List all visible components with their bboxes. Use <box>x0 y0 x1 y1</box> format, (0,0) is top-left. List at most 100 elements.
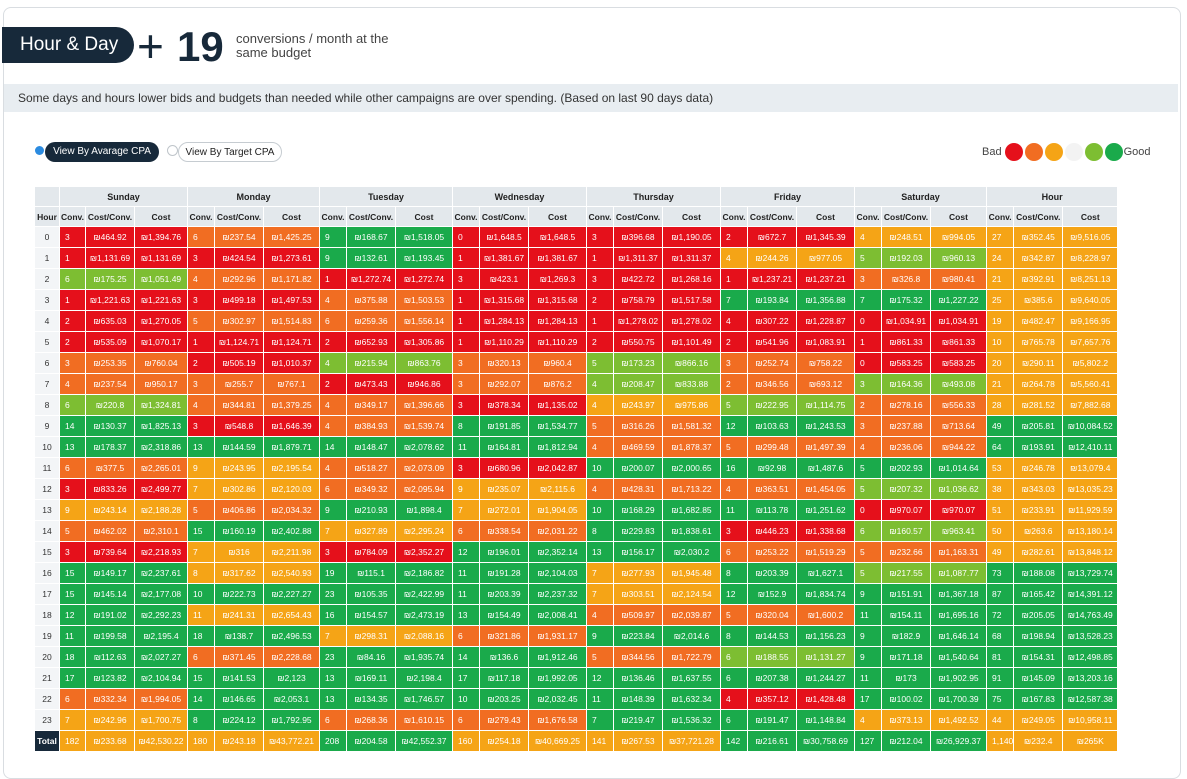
conv-cell: 3 <box>721 353 747 373</box>
cpa-cell: ₪205.81 <box>1014 416 1063 436</box>
cpa-cell: ₪272.01 <box>480 500 528 520</box>
conv-cell: 7 <box>453 500 479 520</box>
conv-cell: 15 <box>188 521 214 541</box>
conv-cell: 4 <box>587 605 613 625</box>
cpa-cell: ₪246.78 <box>1014 458 1063 478</box>
hour-cell: 3 <box>35 290 59 310</box>
cpa-cell: ₪215.94 <box>347 353 395 373</box>
cpa-cell: ₪188.55 <box>748 647 796 667</box>
hour-cell: 19 <box>35 626 59 646</box>
day-header: Thursday <box>587 187 720 206</box>
cost-cell: ₪1,878.37 <box>663 437 720 457</box>
cpa-cell: ₪173.23 <box>614 353 662 373</box>
cpa-cell: ₪1,110.29 <box>480 332 528 352</box>
table-row: 3 1 ₪1,221.63 ₪1,221.63 3 ₪499.18 ₪1,497.53 4 ₪3… <box>35 290 1118 310</box>
conv-cell: 2 <box>587 290 613 310</box>
view-by-average-cpa-button[interactable]: View By Avarage CPA <box>45 142 159 162</box>
cpa-cell: ₪423.1 <box>480 269 528 289</box>
conv-cell: 4 <box>587 395 613 415</box>
cpa-cell: ₪406.86 <box>215 500 263 520</box>
day-header: Saturday <box>855 187 986 206</box>
cost-cell: ₪583.25 <box>931 353 986 373</box>
conv-cell: 1 <box>60 290 85 310</box>
conv-cell: 4 <box>855 710 881 730</box>
conv-cell: 7 <box>721 290 747 310</box>
conv-cell: 9 <box>60 500 85 520</box>
cost-cell: ₪2,473.19 <box>396 605 452 625</box>
cost-cell: ₪1,536.32 <box>663 710 720 730</box>
conv-cell: 1 <box>587 248 613 268</box>
hour-cell: 20 <box>35 647 59 667</box>
conv-cell: 4 <box>320 290 346 310</box>
conv-cell: 4 <box>721 248 747 268</box>
radio-target-cpa[interactable] <box>167 145 178 156</box>
total-cell: ₪204.58 <box>347 731 395 751</box>
view-by-target-cpa-button[interactable]: View By Target CPA <box>178 142 282 162</box>
cost-cell: ₪9,516.05 <box>1063 227 1118 247</box>
conv-cell: 4 <box>188 395 214 415</box>
conv-cell: 3 <box>188 374 214 394</box>
cost-cell: ₪1,904.05 <box>529 500 586 520</box>
radio-average-cpa[interactable] <box>35 146 44 155</box>
cpa-cell: ₪164.81 <box>480 437 528 457</box>
cpa-cell: ₪505.19 <box>215 353 263 373</box>
cpa-cell: ₪302.86 <box>215 479 263 499</box>
cpa-cell: ₪243.97 <box>614 395 662 415</box>
total-cell: ₪40,669.25 <box>529 731 586 751</box>
cost-cell: ₪2,030.2 <box>663 542 720 562</box>
cost-cell: ₪12,410.11 <box>1063 437 1118 457</box>
cost-cell: ₪1,273.61 <box>264 248 319 268</box>
conv-cell: 3 <box>60 353 85 373</box>
cpa-cell: ₪343.03 <box>1014 479 1063 499</box>
cost-cell: ₪5,560.41 <box>1063 374 1118 394</box>
cost-cell: ₪13,035.23 <box>1063 479 1118 499</box>
conv-cell: 7 <box>587 710 613 730</box>
cost-cell: ₪9,640.05 <box>1063 290 1118 310</box>
conv-cell: 6 <box>721 710 747 730</box>
cost-cell: ₪1,994.05 <box>135 689 187 709</box>
cpa-cell: ₪1,131.69 <box>86 248 134 268</box>
conv-cell: 2 <box>721 227 747 247</box>
conv-cell: 1 <box>453 311 479 331</box>
cpa-cell: ₪182.9 <box>882 626 930 646</box>
cpa-cell: ₪518.27 <box>347 458 395 478</box>
conv-cell: 21 <box>987 374 1014 394</box>
conv-cell: 4 <box>188 269 214 289</box>
conv-cell: 11 <box>855 605 881 625</box>
cost-cell: ₪1,517.58 <box>663 290 720 310</box>
cpa-cell: ₪378.34 <box>480 395 528 415</box>
sub-header: Conv. <box>320 207 346 226</box>
conv-cell: 11 <box>60 626 85 646</box>
cost-cell: ₪866.16 <box>663 353 720 373</box>
conv-cell: 6 <box>320 311 346 331</box>
cost-cell: ₪1,284.13 <box>529 311 586 331</box>
conv-cell: 4 <box>60 374 85 394</box>
cost-cell: ₪1,101.49 <box>663 332 720 352</box>
cost-cell: ₪2,008.41 <box>529 605 586 625</box>
cpa-cell: ₪473.43 <box>347 374 395 394</box>
conv-cell: 6 <box>188 227 214 247</box>
cpa-cell: ₪833.26 <box>86 479 134 499</box>
hour-cell: 4 <box>35 311 59 331</box>
cpa-cell: ₪346.56 <box>748 374 796 394</box>
cpa-cell: ₪462.02 <box>86 521 134 541</box>
cost-cell: ₪1,539.74 <box>396 416 452 436</box>
cpa-cell: ₪236.06 <box>882 437 930 457</box>
conv-cell: 8 <box>453 416 479 436</box>
conv-cell: 3 <box>855 374 881 394</box>
cpa-cell: ₪117.18 <box>480 668 528 688</box>
cost-cell: ₪1,425.25 <box>264 227 319 247</box>
cost-cell: ₪8,251.13 <box>1063 269 1118 289</box>
sub-header-row: Hour Conv. Cost/Conv. Cost Conv. Cost/Conv. Co… <box>35 207 1118 226</box>
conv-cell: 25 <box>987 290 1014 310</box>
cost-cell: ₪1,114.75 <box>797 395 854 415</box>
cpa-cell: ₪156.17 <box>614 542 662 562</box>
cost-cell: ₪1,305.86 <box>396 332 452 352</box>
cost-cell: ₪1,083.91 <box>797 332 854 352</box>
cost-cell: ₪1,010.37 <box>264 353 319 373</box>
sub-header: Cost <box>1063 207 1118 226</box>
cpa-cell: ₪303.51 <box>614 584 662 604</box>
conv-cell: 4 <box>855 437 881 457</box>
cpa-cell: ₪338.54 <box>480 521 528 541</box>
conv-cell: 8 <box>721 626 747 646</box>
